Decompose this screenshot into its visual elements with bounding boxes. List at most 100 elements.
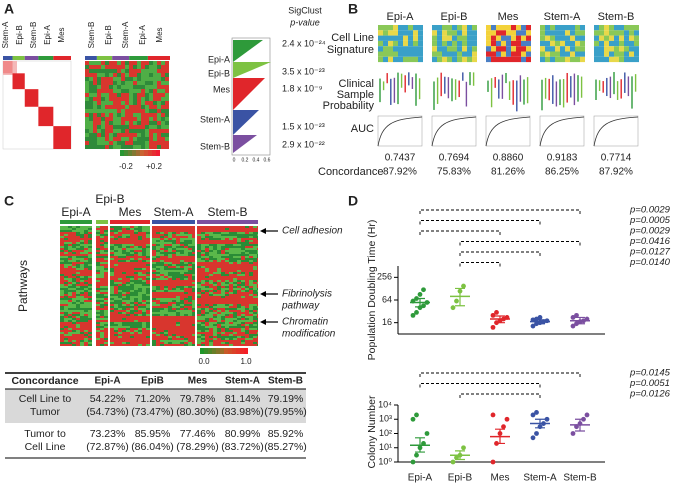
heatmap-cell	[245, 244, 249, 246]
signature-cell	[452, 56, 457, 63]
heatmap-cell	[138, 256, 142, 258]
signature-cell	[570, 35, 575, 41]
heatmap-cell	[152, 284, 156, 286]
heatmap-cell	[60, 234, 64, 236]
heatmap-cell	[104, 290, 108, 292]
heatmap-cell	[60, 228, 64, 230]
heatmap-cell	[164, 248, 168, 250]
heatmap-cell	[237, 266, 241, 268]
heatmap-cell	[257, 228, 258, 230]
heatmap-cell	[188, 336, 192, 338]
heatmap-cell	[125, 69, 129, 73]
heatmap-cell	[201, 288, 205, 290]
heatmap-cell	[126, 284, 130, 286]
heatmap-cell	[141, 109, 145, 113]
heatmap-cell	[72, 266, 76, 268]
heatmap-cell	[225, 300, 229, 302]
heatmap-cell	[237, 288, 241, 290]
signature-cell	[565, 46, 570, 52]
heatmap-cell	[126, 310, 130, 312]
heatmap-cell	[76, 240, 80, 242]
heatmap-cell	[225, 274, 229, 276]
heatmap-cell	[217, 290, 221, 292]
signature-cell	[418, 46, 423, 52]
heatmap-cell	[192, 310, 195, 312]
label: Stem-A	[1, 21, 10, 48]
heatmap-cell	[257, 278, 258, 280]
heatmap-cell	[161, 61, 165, 65]
heatmap-cell	[229, 314, 233, 316]
heatmap-cell	[229, 304, 233, 306]
heatmap-cell	[205, 258, 209, 260]
heatmap-cell	[192, 226, 195, 228]
heatmap-cell	[253, 226, 257, 228]
heatmap-cell	[197, 244, 201, 246]
heatmap-cell	[233, 234, 237, 236]
signature-cell	[388, 40, 393, 47]
label: Epi-B	[441, 11, 468, 23]
heatmap-cell	[168, 318, 172, 320]
heatmap-cell	[96, 332, 100, 334]
heatmap-cell	[85, 109, 89, 113]
heatmap-cell	[101, 93, 105, 97]
heatmap-cell	[197, 276, 201, 278]
heatmap-cell	[110, 332, 114, 334]
heatmap-cell	[96, 280, 100, 282]
heatmap-cell	[209, 272, 213, 274]
heatmap-cell	[225, 284, 229, 286]
heatmap-cell	[245, 278, 249, 280]
heatmap-cell	[85, 145, 89, 149]
group-bar	[3, 56, 13, 60]
heatmap-cell	[257, 312, 258, 314]
heatmap-cell	[138, 250, 142, 252]
heatmap-cell	[172, 302, 176, 304]
heatmap-cell	[88, 344, 92, 346]
signature-cell	[447, 30, 452, 36]
heatmap-cell	[245, 246, 249, 248]
heatmap-cell	[157, 69, 161, 73]
heatmap-cell	[253, 246, 257, 248]
heatmap-cell	[172, 326, 176, 328]
heatmap-cell	[146, 304, 150, 306]
heatmap-cell	[126, 320, 130, 322]
heatmap-cell	[225, 330, 229, 332]
signature-cell	[398, 30, 403, 36]
heatmap-cell	[229, 286, 233, 288]
heatmap-cell	[122, 278, 126, 280]
heatmap-cell	[188, 306, 192, 308]
heatmap-cell	[237, 344, 241, 346]
heatmap-cell	[213, 258, 217, 260]
heatmap-cell	[101, 81, 105, 85]
heatmap-cell	[97, 133, 101, 137]
heatmap-cell	[138, 286, 142, 288]
heatmap-cell	[84, 304, 88, 306]
heatmap-cell	[176, 304, 180, 306]
heatmap-cell	[118, 270, 122, 272]
heatmap-cell	[257, 292, 258, 294]
heatmap-cell	[221, 272, 225, 274]
heatmap-cell	[197, 268, 201, 270]
heatmap-cell	[249, 230, 253, 232]
signature-cell	[437, 25, 442, 31]
heatmap-cell	[126, 280, 130, 282]
heatmap-cell	[101, 89, 105, 93]
heatmap-cell	[245, 292, 249, 294]
heatmap-cell	[245, 236, 249, 238]
heatmap-cell	[122, 308, 126, 310]
heatmap-cell	[209, 320, 213, 322]
heatmap-cell	[110, 308, 114, 310]
heatmap-cell	[213, 240, 217, 242]
heatmap-cell	[122, 270, 126, 272]
heatmap-cell	[84, 236, 88, 238]
heatmap-cell	[68, 322, 72, 324]
heatmap-cell	[85, 125, 89, 129]
heatmap-cell	[213, 324, 217, 326]
heatmap-cell	[60, 280, 64, 282]
heatmap-cell	[184, 238, 188, 240]
heatmap-cell	[130, 306, 134, 308]
heatmap-cell	[80, 334, 84, 336]
heatmap-cell	[156, 262, 160, 264]
heatmap-cell	[192, 236, 195, 238]
heatmap-cell	[192, 344, 195, 346]
